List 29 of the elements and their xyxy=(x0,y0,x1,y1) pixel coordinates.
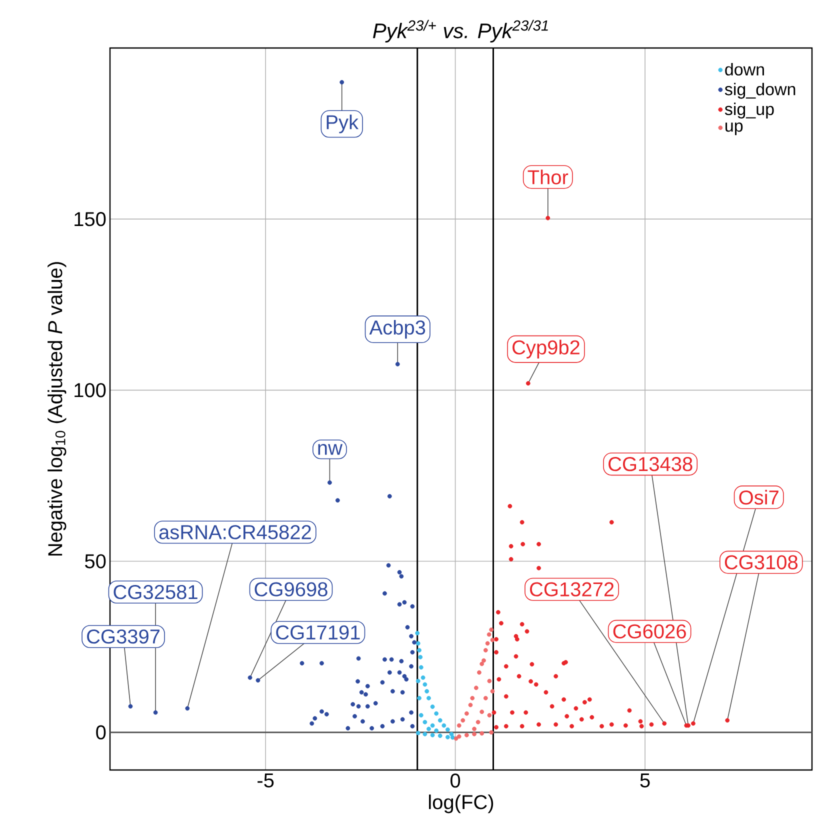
legend-label: sig_down xyxy=(724,82,796,99)
legend-label: sig_up xyxy=(724,102,774,119)
annotation: CG13438 xyxy=(608,457,692,472)
annotation: Thor xyxy=(528,170,568,184)
annotation: Cyp9b2 xyxy=(512,340,580,358)
x-tick-label: 0 xyxy=(450,774,460,788)
chart-title: Pyk$^{23/+}$ vs. Pyk$^{23/31}$ xyxy=(373,20,548,42)
annotation: Acbp3 xyxy=(369,320,426,339)
y-tick-label: 50 xyxy=(85,554,106,568)
annotation: CG3108 xyxy=(724,555,798,570)
x-tick-label: 5 xyxy=(640,774,650,788)
annotation: asRNA:CR45822 xyxy=(159,525,311,540)
y-tick-label: 100 xyxy=(74,383,106,398)
annotation: CG3397 xyxy=(87,629,160,644)
y-tick-label: 150 xyxy=(74,212,106,226)
annotation: CG13272 xyxy=(530,582,614,596)
y-axis-title: Negative log$_{10}$ (Adjusted P value) xyxy=(48,262,66,556)
legend-label: up xyxy=(726,122,743,136)
annotation: nw xyxy=(318,444,343,455)
annotation: CG32581 xyxy=(114,584,198,600)
annotation: CG9698 xyxy=(254,582,328,596)
x-axis-title: log(FC) xyxy=(429,794,494,814)
annotation: Pyk xyxy=(326,114,359,134)
annotation: CG17191 xyxy=(276,625,360,640)
x-tick-label: -5 xyxy=(258,774,274,788)
annotation: CG6026 xyxy=(613,624,686,638)
annotation: Osi7 xyxy=(739,490,778,505)
y-tick-label: 0 xyxy=(96,725,106,740)
legend-label: down xyxy=(725,63,764,76)
